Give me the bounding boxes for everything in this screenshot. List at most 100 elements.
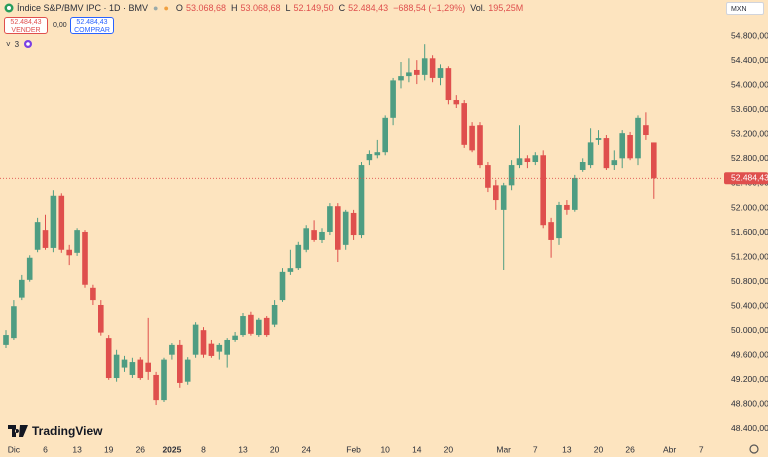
last-price-tag [724, 172, 768, 185]
candle-body [500, 185, 507, 210]
candle-body [406, 72, 412, 77]
y-tick-label: 51.200,00 [731, 251, 768, 261]
x-tick-label: 14 [412, 444, 422, 454]
status-dot: ● [153, 3, 159, 13]
spread: 0,00 [53, 22, 67, 29]
candle-body [153, 374, 159, 401]
x-tick-label: 24 [301, 444, 311, 454]
legend-header: Índice S&P/BMV IPC · 1D · BMV ● ● O 53.06… [4, 3, 525, 13]
candle-body [611, 160, 618, 166]
sell-button[interactable]: 52.484,43 VENDER [4, 17, 48, 34]
settings-icon[interactable] [749, 444, 759, 454]
y-tick-label: 54.400,00 [731, 55, 768, 65]
y-tick-label: 53.200,00 [731, 129, 768, 139]
indicators-toggle[interactable]: ˅ 3 [6, 39, 33, 49]
candle-body [3, 335, 9, 345]
candle-body [319, 231, 325, 240]
candle-body [350, 212, 357, 236]
candle-body [105, 338, 112, 379]
x-tick-label: 20 [270, 444, 280, 454]
candle-body [358, 165, 365, 236]
candle-body [469, 125, 475, 151]
candle-body [414, 69, 420, 75]
candle-body [374, 152, 381, 156]
status-dot: ● [163, 3, 169, 13]
volume-label: Vol. [470, 3, 486, 13]
volume-value: 195,25M [488, 3, 524, 13]
currency-selector[interactable]: MXN [726, 2, 764, 15]
candle-body [287, 268, 294, 272]
candle-body [129, 362, 136, 375]
candle-body [382, 117, 388, 153]
candle-body [524, 158, 531, 163]
candle-body [493, 185, 499, 201]
candle-body [572, 177, 578, 210]
brand-logo[interactable]: TradingView [8, 424, 102, 438]
candle-body [113, 354, 120, 379]
candle-body [556, 204, 562, 239]
candle-body [216, 344, 223, 352]
candle-body [34, 222, 41, 250]
brand-name: TradingView [32, 424, 103, 438]
y-tick-label: 54.000,00 [731, 80, 768, 90]
candle-body [485, 165, 491, 188]
candle-body [58, 195, 65, 250]
candle-body [327, 206, 333, 232]
candle-body [627, 135, 633, 159]
symbol[interactable]: Índice S&P/BMV IPC · 1D · BMV [17, 3, 149, 13]
indicator-icon [24, 40, 33, 48]
candle-body [121, 359, 128, 368]
candle-body [603, 138, 610, 169]
candle-body [66, 249, 72, 256]
change-value: −688,54 (−1,29%) [393, 3, 466, 13]
x-tick-label: 7 [699, 444, 704, 454]
candle-body [477, 125, 483, 166]
candle-body [398, 76, 404, 81]
candle-body [271, 304, 278, 325]
candle-body [177, 344, 183, 383]
candle-body [192, 324, 199, 355]
candle-body [366, 154, 373, 161]
candle-body [82, 231, 88, 285]
candle-body [437, 68, 444, 78]
candle-body [461, 103, 467, 145]
symbol-flag [4, 3, 14, 13]
y-tick-label: 51.600,00 [731, 227, 768, 237]
x-tick-label: Dic [8, 444, 21, 454]
candle-body [651, 142, 657, 179]
open-label: O [175, 3, 183, 13]
y-tick-label: 50.400,00 [731, 300, 768, 310]
x-tick-label: 20 [444, 444, 454, 454]
candle-body [429, 58, 436, 78]
candle-body [240, 316, 246, 336]
y-tick-label: 48.800,00 [731, 399, 768, 409]
y-tick-label: 53.600,00 [731, 104, 768, 114]
candle-body [508, 165, 515, 186]
high-label: H [230, 3, 238, 13]
candle-body [26, 257, 33, 280]
y-tick-label: 50.800,00 [731, 276, 768, 286]
x-tick-label: 7 [533, 444, 538, 454]
buy-price: 52.484,43 [76, 19, 108, 26]
buy-button[interactable]: 52.484,43 COMPRAR [70, 17, 114, 34]
sell-label: VENDER [11, 27, 41, 34]
x-tick-label: 10 [380, 444, 390, 454]
candle-body [643, 125, 649, 136]
candle-body [98, 304, 104, 333]
candle-body [137, 359, 144, 379]
candle-body [564, 204, 570, 210]
x-tick-label: 19 [104, 444, 114, 454]
candle-body [587, 142, 594, 166]
y-tick-label: 48.400,00 [731, 423, 768, 433]
candle-body [421, 58, 428, 75]
x-tick-label: Abr [663, 444, 676, 454]
candle-body [169, 344, 175, 355]
y-tick-label: 54.800,00 [731, 30, 768, 40]
close-label: C [338, 3, 346, 13]
low-value: 52.149,50 [293, 3, 334, 13]
last-price-label: 52.484,43 [731, 173, 768, 183]
indicators-count: 3 [14, 39, 20, 49]
candle-body [453, 100, 460, 105]
x-tick-label: 26 [625, 444, 635, 454]
